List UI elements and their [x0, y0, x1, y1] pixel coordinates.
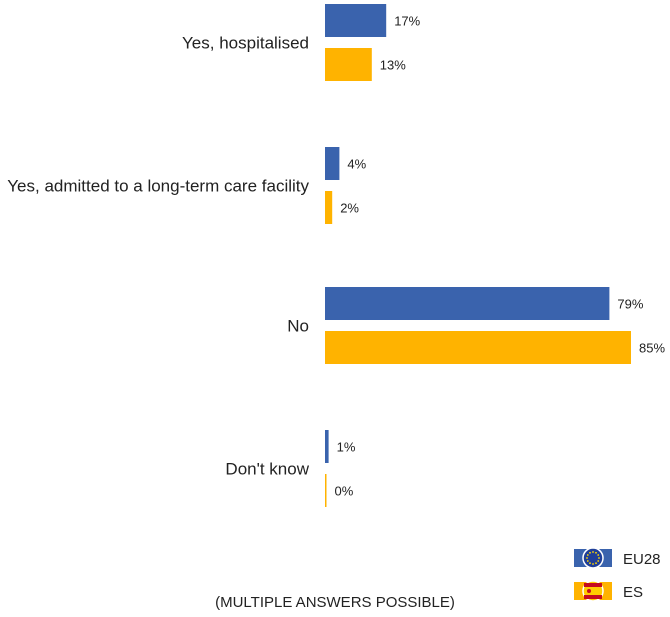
- category-label: Yes, hospitalised: [182, 34, 309, 53]
- eu-star: [595, 562, 597, 565]
- eu-flag-disc: [582, 547, 604, 569]
- category-label: Don't know: [225, 460, 309, 479]
- bars-group: Yes, hospitalised 17% 13% Yes, admitted to …: [7, 4, 665, 507]
- data-label: 17%: [394, 14, 420, 29]
- data-label: 1%: [337, 440, 356, 455]
- eu-star: [595, 551, 597, 554]
- spain-stripe-top: [584, 583, 602, 587]
- eu-star: [589, 562, 591, 565]
- data-label: 0%: [335, 484, 354, 499]
- legend: EU28 ES: [574, 547, 661, 602]
- category-label: No: [287, 317, 309, 336]
- bar-es: [325, 191, 333, 224]
- eu-flag-icon: [582, 547, 604, 569]
- data-label: 2%: [340, 201, 359, 216]
- eu-star: [592, 563, 594, 565]
- category-label: Yes, admitted to a long-term care facili…: [7, 177, 309, 196]
- data-label: 85%: [639, 341, 665, 356]
- legend-label: ES: [623, 584, 643, 601]
- eu-star: [589, 551, 591, 554]
- bar-eu28: [325, 4, 387, 37]
- eu-star: [586, 557, 588, 559]
- bar-es: [325, 48, 372, 81]
- data-label: 13%: [380, 58, 406, 73]
- data-label: 79%: [617, 297, 643, 312]
- footnote: (MULTIPLE ANSWERS POSSIBLE): [215, 594, 455, 611]
- eu-star: [597, 560, 600, 562]
- data-label: 4%: [347, 157, 366, 172]
- eu-star: [598, 557, 600, 559]
- bar-eu28: [325, 147, 340, 180]
- eu-star: [586, 554, 589, 556]
- eu-star: [597, 554, 600, 556]
- bar-es: [325, 331, 631, 364]
- eu-star: [586, 560, 589, 562]
- spain-flag-icon: [582, 580, 604, 602]
- bar-eu28: [325, 287, 610, 320]
- bar-es: [325, 474, 327, 507]
- eu-star: [592, 551, 594, 553]
- legend-label: EU28: [623, 551, 661, 568]
- spain-stripe-bottom: [584, 595, 602, 599]
- spain-emblem: [587, 589, 591, 593]
- bar-eu28: [325, 430, 329, 463]
